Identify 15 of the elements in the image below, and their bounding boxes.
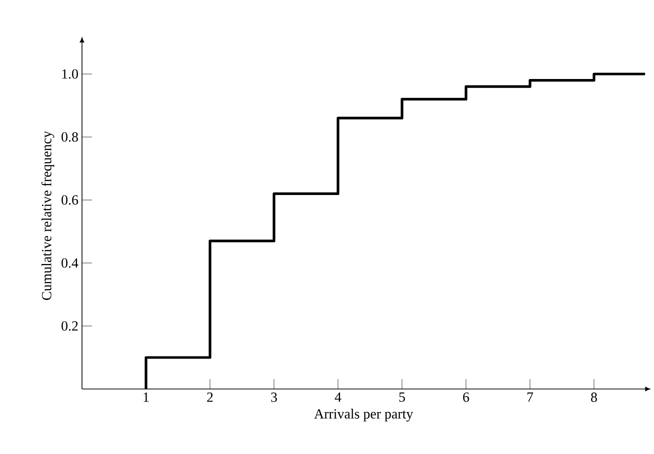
y-tick-label: 0.8	[62, 132, 78, 142]
x-tick-label: 4	[334, 392, 342, 402]
y-tick-label: 0.6	[62, 195, 78, 205]
y-tick-label: 1.0	[62, 69, 78, 79]
x-tick-label: 5	[399, 392, 405, 402]
x-tick-label: 7	[527, 392, 534, 402]
x-tick-label: 8	[591, 392, 597, 402]
x-tick-label: 3	[271, 392, 277, 402]
x-tick-label: 6	[463, 392, 470, 402]
y-tick-label: 0.4	[62, 258, 78, 268]
x-tick-label: 2	[207, 392, 213, 402]
y-axis-title: Cumulative relative frequency	[41, 130, 54, 300]
y-tick-label: 0.2	[62, 321, 78, 331]
x-axis-title: Arrivals per party	[314, 408, 414, 422]
x-tick-label: 1	[144, 392, 149, 402]
